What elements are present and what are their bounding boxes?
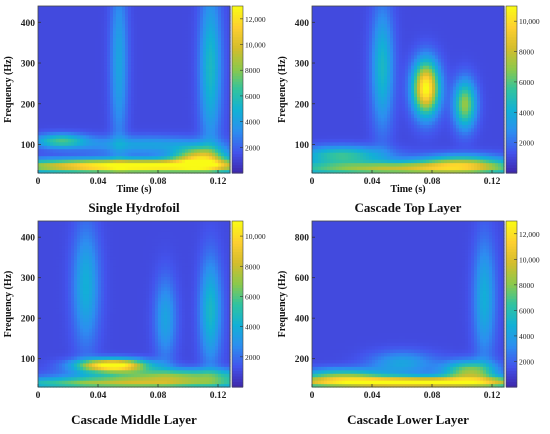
colorbar-segment [232, 6, 243, 9]
colorbar-tick-label: 2000 [245, 143, 260, 152]
y-tick-label: 300 [21, 60, 36, 70]
panel-single-hydrofoil: 0 0.04 0.08 0.12 100 200 300 400 Frequency (Hz) T… [3, 6, 266, 215]
x-tick-label: 0.08 [150, 177, 167, 187]
y-tick-label: 100 [21, 141, 36, 151]
colorbar-tick-label: 4000 [245, 118, 260, 127]
x-axis-label: Time (s) [116, 184, 151, 195]
colorbar-tick-label: 8000 [245, 66, 260, 75]
y-tick-label: 400 [21, 19, 36, 29]
colorbar-tick-label: 6000 [245, 92, 260, 101]
x-tick-label: 0.12 [210, 177, 227, 187]
y-axis-label: Frequency (Hz) [3, 56, 14, 123]
x-tick-label: 0.04 [90, 177, 107, 187]
heatmap-cascade-top-layer [312, 6, 505, 174]
colorbar-tick-label: 12,000 [245, 15, 266, 24]
y-tick-label: 200 [21, 100, 36, 110]
colorbar-tick-label: 10,000 [245, 41, 266, 50]
colorbar-single-hydrofoil: 2000 4000 6000 8000 10,000 12,000 [232, 6, 266, 174]
heatmap-single-hydrofoil [38, 6, 231, 174]
x-tick-label: 0 [36, 177, 41, 187]
panel-title: Single Hydrofoil [88, 200, 180, 215]
